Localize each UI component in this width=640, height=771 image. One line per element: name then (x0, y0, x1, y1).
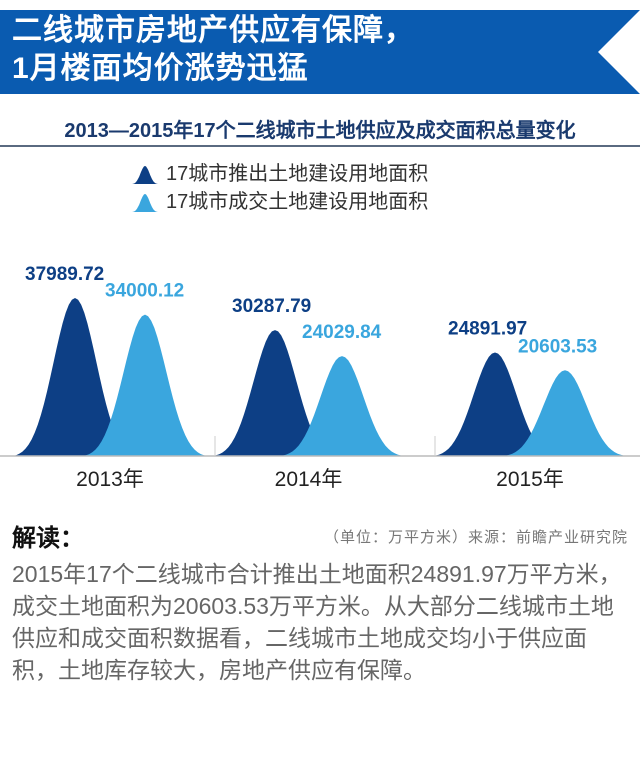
interpretation-heading: 解读： (12, 525, 84, 552)
chart-title: 2013—2015年17个二线城市土地供应及成交面积总量变化 (64, 120, 576, 142)
banner-shape (0, 10, 640, 94)
data-label: 34000.12 (105, 281, 184, 302)
title-line-1: 二线城市房地产供应有保障， (12, 14, 415, 47)
x-tick-label: 2013年 (76, 468, 144, 491)
bar-2015年-0 (433, 352, 557, 456)
legend-item: 17城市推出土地建设用地面积 (132, 160, 428, 188)
interpretation-text: 2015年17个二线城市合计推出土地面积24891.97万平方米，成交土地面积为… (12, 561, 622, 683)
bar-2014年-0 (213, 330, 337, 456)
data-label: 37989.72 (25, 264, 104, 285)
title-banner: 二线城市房地产供应有保障， 1月楼面均价涨势迅猛 (0, 10, 640, 94)
x-tick-label: 2015年 (496, 468, 564, 491)
x-tick-label: 2014年 (275, 468, 343, 491)
legend-label: 17城市成交土地建设用地面积 (166, 191, 429, 213)
data-label: 20603.53 (518, 336, 597, 357)
title-line-2: 1月楼面均价涨势迅猛 (12, 52, 309, 85)
bar-2013年-1 (83, 314, 207, 456)
legend-label: 17城市推出土地建设用地面积 (166, 163, 429, 185)
data-label: 30287.79 (232, 296, 311, 317)
divider (0, 145, 640, 147)
data-label: 24029.84 (302, 322, 382, 343)
legend-item: 17城市成交土地建设用地面积 (132, 188, 428, 216)
legend-swatch-transaction-icon (132, 194, 158, 212)
source-note: （单位：万平方米）来源：前瞻产业研究院 (323, 530, 628, 546)
legend-swatch-supply-icon (132, 166, 158, 184)
bar-2013年-0 (13, 298, 137, 456)
bar-2015年-1 (503, 370, 627, 456)
data-label: 24891.97 (448, 319, 527, 340)
page-title: 二线城市房地产供应有保障， 1月楼面均价涨势迅猛 (12, 12, 415, 88)
bar-2014年-1 (280, 356, 404, 456)
legend: 17城市推出土地建设用地面积 17城市成交土地建设用地面积 (132, 160, 428, 216)
